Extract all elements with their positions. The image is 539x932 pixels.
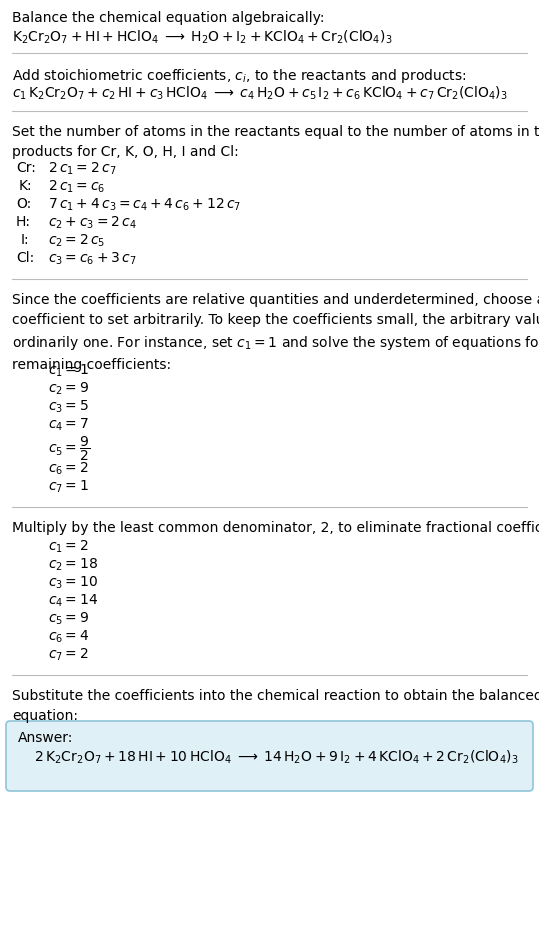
Text: $\mathrm{K_2Cr_2O_7 + HI + HClO_4}$$\;\longrightarrow\;$$\mathrm{H_2O + I_2 + KC: $\mathrm{K_2Cr_2O_7 + HI + HClO_4}$$\;\l… bbox=[12, 29, 392, 47]
Text: $2\,c_1 = c_6$: $2\,c_1 = c_6$ bbox=[48, 179, 106, 196]
Text: Multiply by the least common denominator, 2, to eliminate fractional coefficient: Multiply by the least common denominator… bbox=[12, 521, 539, 535]
Text: $c_6 = 4$: $c_6 = 4$ bbox=[48, 629, 89, 645]
Text: $c_1 = 2$: $c_1 = 2$ bbox=[48, 539, 88, 555]
Text: $c_2 + c_3 = 2\,c_4$: $c_2 + c_3 = 2\,c_4$ bbox=[48, 215, 137, 231]
Text: $c_2 = 18$: $c_2 = 18$ bbox=[48, 557, 98, 573]
Text: Answer:: Answer: bbox=[18, 731, 73, 745]
Text: $2\,c_1 = 2\,c_7$: $2\,c_1 = 2\,c_7$ bbox=[48, 161, 116, 177]
FancyBboxPatch shape bbox=[6, 721, 533, 791]
Text: $c_4 = 7$: $c_4 = 7$ bbox=[48, 417, 89, 433]
Text: $c_1\,\mathrm{K_2Cr_2O_7} + c_2\,\mathrm{HI} + c_3\,\mathrm{HClO_4}$$\;\longrigh: $c_1\,\mathrm{K_2Cr_2O_7} + c_2\,\mathrm… bbox=[12, 85, 508, 103]
Text: $c_2 = 2\,c_5$: $c_2 = 2\,c_5$ bbox=[48, 233, 105, 250]
Text: Substitute the coefficients into the chemical reaction to obtain the balanced
eq: Substitute the coefficients into the che… bbox=[12, 689, 539, 723]
Text: Add stoichiometric coefficients, $c_i$, to the reactants and products:: Add stoichiometric coefficients, $c_i$, … bbox=[12, 67, 467, 85]
Text: Balance the chemical equation algebraically:: Balance the chemical equation algebraica… bbox=[12, 11, 324, 25]
Text: $c_5 = \dfrac{9}{2}$: $c_5 = \dfrac{9}{2}$ bbox=[48, 435, 90, 463]
Text: $7\,c_1 + 4\,c_3 = c_4 + 4\,c_6 + 12\,c_7$: $7\,c_1 + 4\,c_3 = c_4 + 4\,c_6 + 12\,c_… bbox=[48, 197, 241, 213]
Text: $c_3 = c_6 + 3\,c_7$: $c_3 = c_6 + 3\,c_7$ bbox=[48, 251, 136, 267]
Text: $c_6 = 2$: $c_6 = 2$ bbox=[48, 461, 88, 477]
Text: O:: O: bbox=[16, 197, 31, 211]
Text: K:: K: bbox=[19, 179, 33, 193]
Text: $c_3 = 10$: $c_3 = 10$ bbox=[48, 575, 98, 592]
Text: Since the coefficients are relative quantities and underdetermined, choose a
coe: Since the coefficients are relative quan… bbox=[12, 293, 539, 372]
Text: Cl:: Cl: bbox=[16, 251, 34, 265]
Text: I:: I: bbox=[21, 233, 30, 247]
Text: H:: H: bbox=[16, 215, 31, 229]
Text: Cr:: Cr: bbox=[16, 161, 36, 175]
Text: $c_7 = 2$: $c_7 = 2$ bbox=[48, 647, 88, 664]
Text: $c_4 = 14$: $c_4 = 14$ bbox=[48, 593, 98, 610]
Text: $c_2 = 9$: $c_2 = 9$ bbox=[48, 381, 89, 397]
Text: $c_1 = 1$: $c_1 = 1$ bbox=[48, 363, 89, 379]
Text: $c_7 = 1$: $c_7 = 1$ bbox=[48, 479, 89, 496]
Text: $2\,\mathrm{K_2Cr_2O_7} + 18\,\mathrm{HI} + 10\,\mathrm{HClO_4}\;\longrightarrow: $2\,\mathrm{K_2Cr_2O_7} + 18\,\mathrm{HI… bbox=[34, 749, 519, 766]
Text: $c_5 = 9$: $c_5 = 9$ bbox=[48, 611, 89, 627]
Text: $c_3 = 5$: $c_3 = 5$ bbox=[48, 399, 89, 416]
Text: Set the number of atoms in the reactants equal to the number of atoms in the
pro: Set the number of atoms in the reactants… bbox=[12, 125, 539, 159]
